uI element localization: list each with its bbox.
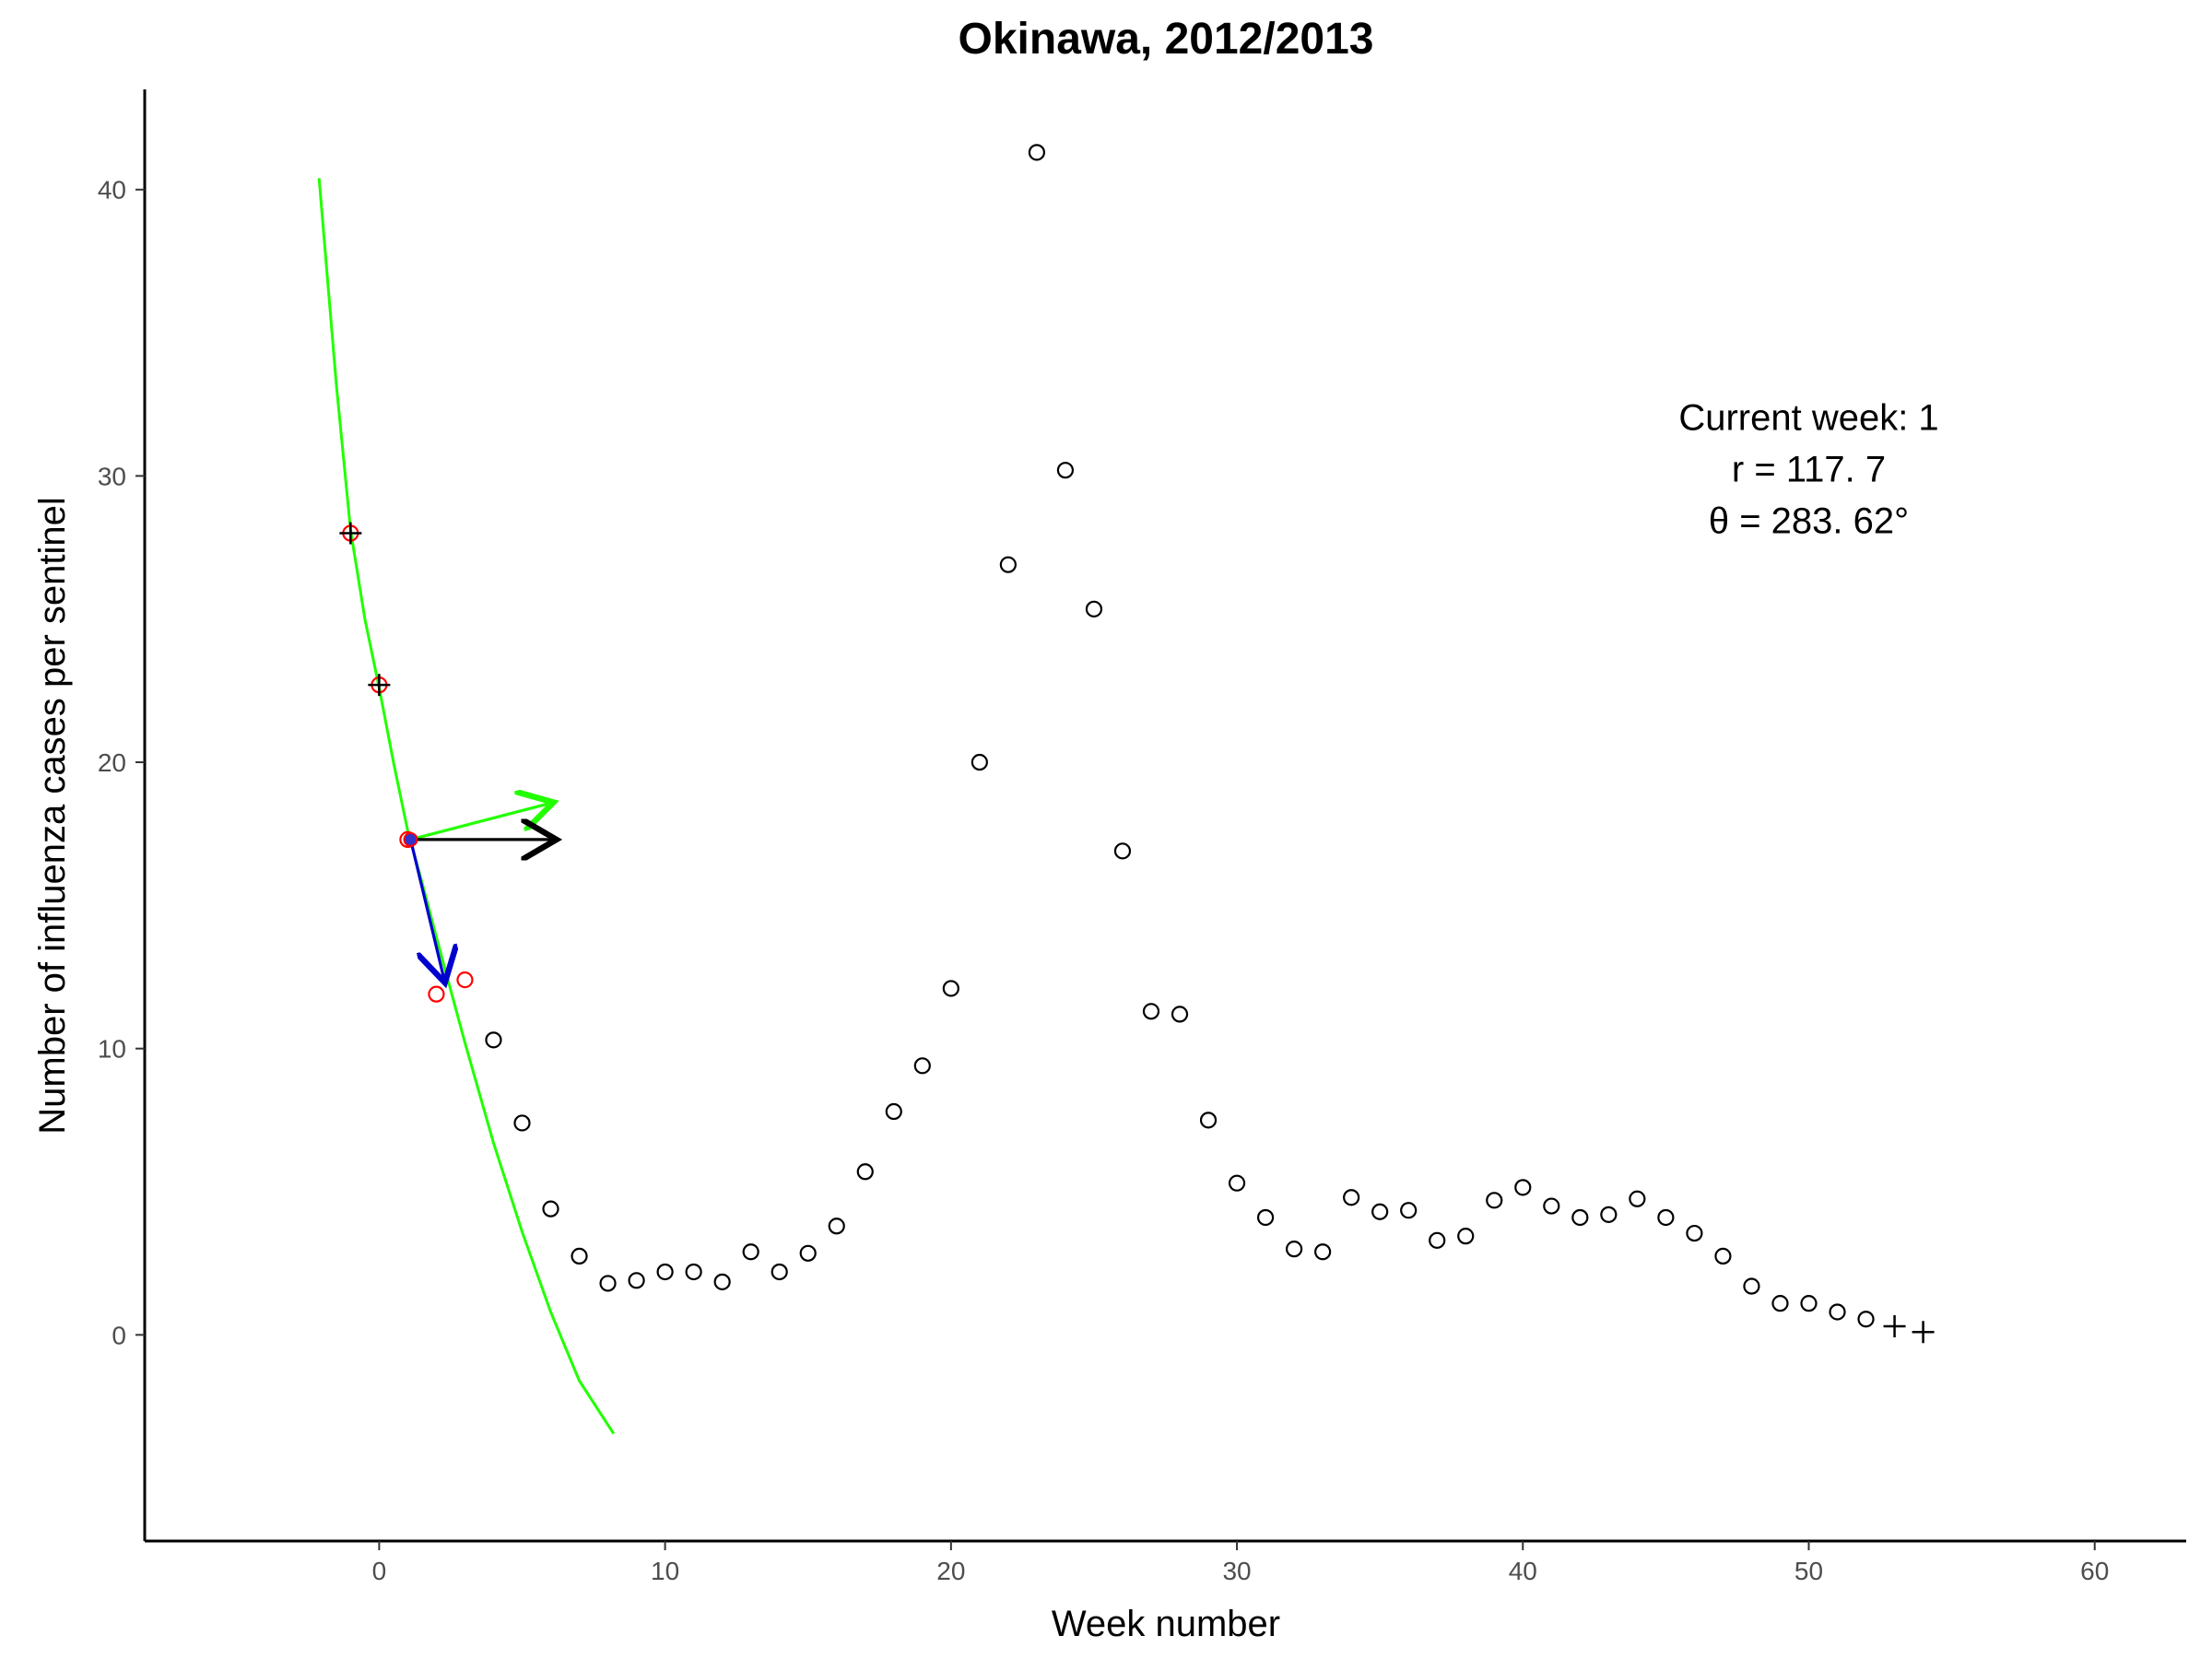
y-tick-label: 20	[98, 748, 126, 777]
data-point	[828, 1218, 845, 1235]
history-point	[456, 971, 474, 989]
y-tick-label: 40	[98, 176, 126, 205]
data-point	[485, 1031, 502, 1049]
data-point	[1857, 1311, 1875, 1328]
data-point	[685, 1263, 702, 1281]
x-tick-label: 0	[372, 1557, 387, 1585]
tangent-arrow	[410, 803, 554, 841]
data-point	[1686, 1224, 1703, 1242]
data-point	[1171, 1006, 1189, 1023]
data-point	[542, 1200, 559, 1218]
x-tick-label: 60	[2080, 1557, 2109, 1585]
x-tick-label: 10	[651, 1557, 679, 1585]
data-point	[1800, 1295, 1818, 1312]
history-point	[428, 985, 445, 1003]
data-point	[1514, 1179, 1532, 1196]
data-point	[1314, 1243, 1332, 1261]
data-point	[1371, 1203, 1389, 1220]
x-axis-title: Week number	[1052, 1604, 1280, 1644]
data-point	[1429, 1231, 1446, 1249]
plus-point	[339, 522, 362, 545]
normal-arrow	[408, 839, 445, 982]
data-point	[1056, 462, 1075, 479]
annotation-theta: θ = 283. 62°	[1709, 500, 1909, 541]
annotation-current-week: Current week: 1	[1678, 397, 1938, 438]
data-point	[1228, 1174, 1246, 1192]
x-tick-label: 40	[1509, 1557, 1537, 1585]
data-point	[713, 1273, 731, 1290]
data-point	[856, 1163, 874, 1181]
plus-point	[1912, 1321, 1935, 1344]
data-point	[1743, 1277, 1760, 1295]
data-point	[971, 753, 988, 771]
data-point	[513, 1114, 531, 1132]
data-point	[1571, 1208, 1589, 1227]
data-point	[771, 1263, 788, 1281]
plot-area	[317, 144, 1935, 1435]
data-point	[1400, 1202, 1418, 1219]
data-point	[942, 980, 959, 997]
x-tick-label: 20	[936, 1557, 965, 1585]
data-point	[999, 556, 1017, 573]
data-point	[1714, 1247, 1732, 1265]
data-point	[742, 1243, 759, 1261]
data-point	[1113, 842, 1132, 860]
data-point	[599, 1275, 617, 1292]
plus-point	[368, 674, 391, 697]
data-point	[628, 1272, 645, 1289]
data-point	[799, 1244, 817, 1262]
data-point	[1199, 1112, 1218, 1129]
data-point	[656, 1263, 674, 1281]
data-point	[1600, 1206, 1618, 1223]
y-tick-label: 0	[112, 1321, 126, 1349]
x-tick-label: 30	[1222, 1557, 1251, 1585]
data-point	[1657, 1208, 1675, 1227]
data-point	[1256, 1208, 1275, 1227]
fit-curve	[317, 178, 616, 1435]
data-point	[1829, 1303, 1846, 1321]
y-axis-title: Number of influenza cases per sentinel	[32, 497, 73, 1134]
data-point	[1343, 1189, 1360, 1206]
y-tick-label: 10	[98, 1035, 126, 1064]
y-axis-ticks: 0 10 20 30 40	[98, 176, 145, 1349]
chart-title: Okinawa, 2012/2013	[959, 15, 1374, 64]
x-tick-label: 50	[1794, 1557, 1823, 1585]
data-point	[1028, 144, 1045, 161]
data-point	[571, 1247, 588, 1265]
data-point	[1543, 1197, 1560, 1215]
data-point	[1286, 1241, 1303, 1258]
x-axis-ticks: 0 10 20 30 40 50 60	[372, 1541, 2109, 1585]
data-point	[1142, 1003, 1160, 1020]
data-point	[1085, 600, 1103, 618]
data-point	[1486, 1192, 1503, 1209]
data-point	[1771, 1295, 1789, 1312]
annotation-block: Current week: 1 r = 117. 7 θ = 283. 62°	[1678, 397, 1938, 541]
data-point	[885, 1102, 902, 1121]
data-point	[1457, 1228, 1475, 1245]
data-point	[1629, 1190, 1646, 1207]
data-point	[913, 1057, 931, 1075]
plus-point	[1883, 1315, 1906, 1338]
current-point	[403, 831, 418, 847]
annotation-r: r = 117. 7	[1732, 449, 1886, 489]
y-tick-label: 30	[98, 462, 126, 490]
